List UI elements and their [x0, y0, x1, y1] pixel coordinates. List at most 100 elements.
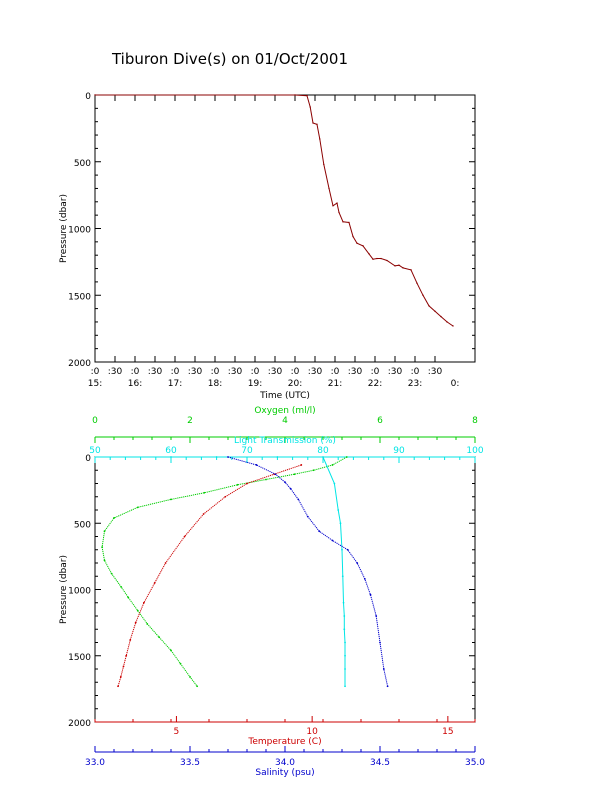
chart-profiles: 0 500 1000 1500 2000 Pressure (dbar) 0 2 4 6 8 Oxyg…: [59, 406, 485, 778]
x-tick-label: :0: [411, 367, 420, 377]
data-point: [434, 310, 436, 312]
data-point-oxygen: [236, 483, 239, 486]
data-point-light_transmission: [342, 601, 345, 604]
plot-frame: [94, 94, 476, 363]
x-tick-label: :30: [388, 367, 403, 377]
x-tick-label: :30: [268, 367, 283, 377]
oxygen-axis-label: Oxygen (ml/l): [254, 406, 315, 416]
data-point-light_transmission: [344, 641, 346, 644]
data-point-temperature: [202, 513, 205, 515]
data-point: [312, 122, 314, 124]
x-tick-label: :0: [371, 367, 380, 377]
x-tick-label: :0: [171, 367, 180, 377]
data-point-salinity: [255, 464, 258, 466]
data-point-oxygen: [158, 636, 161, 639]
y-tick-label: 2000: [68, 719, 91, 729]
data-point-light_transmission: [170, 456, 172, 458]
data-point: [394, 265, 396, 267]
data-point: [398, 264, 400, 266]
x-major-tick-label: 19:: [248, 379, 262, 389]
data-point-oxygen: [127, 596, 130, 599]
data-point-light_transmission: [276, 456, 279, 458]
data-point-oxygen: [136, 609, 139, 612]
x-major-tick-label: 18:: [208, 379, 222, 389]
salinity-tick-label: 35.0: [465, 758, 485, 768]
x-tick-label: :30: [108, 367, 123, 377]
plot-frame: [94, 456, 476, 723]
data-point: [94, 94, 96, 96]
data-point-light_transmission: [333, 482, 336, 485]
data-point-light_transmission: [344, 668, 346, 670]
data-point: [352, 235, 354, 238]
page-title: Tiburon Dive(s) on 01/Oct/2001: [111, 50, 349, 68]
x-tick-label: :0: [291, 367, 300, 377]
temperature-tick-label: 10: [306, 727, 318, 737]
data-point-temperature: [119, 676, 122, 678]
data-point-oxygen: [331, 464, 334, 466]
y-tick-label: 1000: [68, 587, 91, 597]
data-point-oxygen: [110, 572, 113, 575]
data-point-salinity: [318, 530, 321, 533]
data-point-oxygen: [136, 506, 139, 509]
oxygen-tick-label: 6: [377, 416, 383, 426]
light_transmission-tick-label: 80: [317, 446, 329, 456]
light_transmission-tick-label: 60: [165, 446, 177, 456]
data-point-temperature: [117, 685, 119, 688]
data-point-temperature: [164, 562, 167, 564]
x-tick-label: :0: [331, 367, 340, 377]
x-tick-label: :0: [91, 367, 100, 377]
data-point-temperature: [122, 665, 125, 668]
x-major-tick-label: 17:: [168, 379, 182, 389]
data-point-salinity: [306, 515, 309, 518]
x-major-tick-label: 23:: [408, 379, 422, 389]
light_transmission-tick-label: 100: [466, 446, 483, 456]
data-point-temperature: [183, 535, 186, 538]
data-point-oxygen: [345, 456, 348, 458]
data-point: [338, 211, 340, 214]
y-axis-label: Pressure (dbar): [59, 555, 69, 624]
x-major-tick-label: 15:: [88, 379, 102, 389]
data-point: [452, 325, 454, 327]
y-tick-label: 1500: [68, 292, 91, 302]
data-point: [294, 94, 296, 96]
data-point-oxygen: [189, 676, 191, 678]
data-point-oxygen: [170, 649, 172, 652]
data-point-salinity: [274, 473, 277, 476]
data-point-light_transmission: [343, 615, 346, 617]
data-point-salinity: [297, 498, 300, 501]
temperature-tick-label: 15: [442, 727, 453, 737]
data-point: [348, 221, 350, 224]
data-point-light_transmission: [341, 575, 344, 578]
data-point-light_transmission: [343, 628, 346, 631]
data-point-oxygen: [146, 623, 149, 625]
data-point-oxygen: [103, 559, 106, 562]
data-point-oxygen: [101, 546, 104, 548]
series-line-oxygen: [101, 456, 348, 687]
data-point: [362, 245, 364, 247]
data-point-salinity: [375, 615, 378, 617]
data-point: [416, 282, 418, 284]
data-point-oxygen: [113, 517, 115, 519]
x-major-tick-label: 20:: [288, 379, 302, 389]
data-point: [342, 221, 344, 223]
data-point: [306, 94, 308, 97]
data-point-temperature: [224, 495, 227, 498]
data-point: [402, 267, 404, 269]
data-point-temperature: [129, 638, 132, 641]
data-point-oxygen: [196, 685, 199, 688]
series-line-temperature: [117, 464, 302, 687]
data-point-oxygen: [312, 469, 315, 472]
data-point: [319, 138, 321, 140]
x-tick-label: :0: [131, 367, 140, 377]
y-axis-label: Pressure (dbar): [59, 194, 69, 263]
series-line-pressure: [95, 94, 454, 327]
data-point-oxygen: [293, 473, 296, 476]
x-axis-label: Time (UTC): [259, 391, 310, 400]
y-tick-label: 1500: [68, 653, 91, 663]
data-point-light_transmission: [322, 456, 324, 458]
data-point-salinity: [386, 685, 389, 688]
data-point: [376, 257, 378, 260]
x-major-tick-label: 16:: [128, 379, 142, 389]
data-point-salinity: [356, 562, 359, 564]
data-point: [336, 202, 338, 204]
